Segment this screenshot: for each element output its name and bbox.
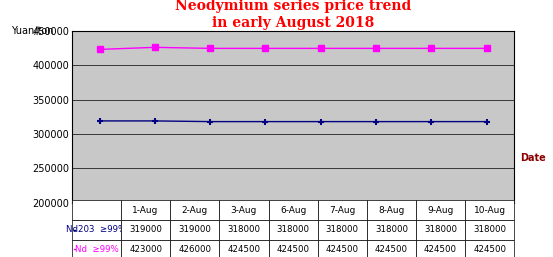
Title: Neodymium series price trend
in early August 2018: Neodymium series price trend in early Au… [175, 0, 411, 30]
Text: Yuan/ton: Yuan/ton [11, 26, 54, 36]
Text: Date: Date [520, 153, 546, 163]
